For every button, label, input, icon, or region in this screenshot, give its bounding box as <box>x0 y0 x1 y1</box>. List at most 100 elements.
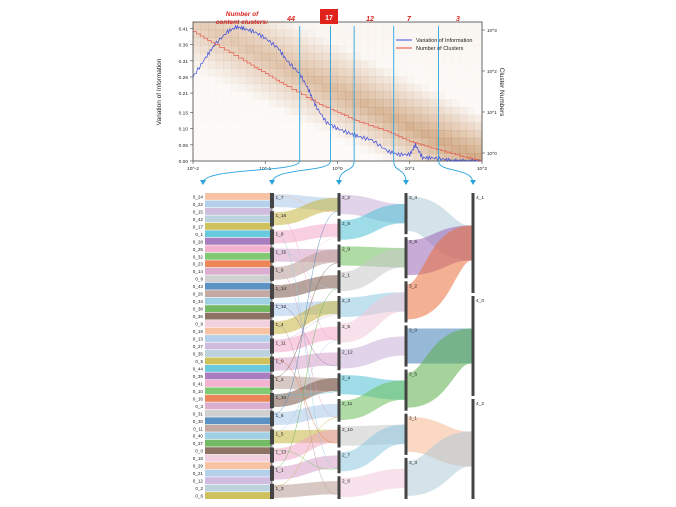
heat-cell <box>337 83 346 92</box>
heat-cell <box>338 153 346 161</box>
heat-cell <box>398 99 407 108</box>
heat-cell <box>329 99 338 108</box>
sankey-node <box>205 320 271 328</box>
heat-cell <box>193 37 201 46</box>
heat-cell <box>215 22 224 31</box>
heat-cell <box>459 52 468 61</box>
sankey-node-label: 4_0 <box>476 298 484 304</box>
heat-cell <box>253 91 262 100</box>
heat-cell <box>459 22 468 31</box>
y2-axis-ticks: 10^0 10^1 10^2 10^3 <box>482 28 497 156</box>
heat-cell <box>299 122 307 130</box>
heat-cell <box>451 91 460 100</box>
sankey-node <box>205 245 271 253</box>
heat-cell <box>254 107 262 115</box>
heat-cell <box>398 145 407 154</box>
heat-cell <box>269 37 277 46</box>
heat-cell <box>269 52 277 61</box>
heat-cell <box>291 83 300 92</box>
heat-cell <box>474 37 483 46</box>
heat-cell <box>367 45 376 54</box>
heat-cell <box>451 76 460 85</box>
heat-cell <box>398 45 407 54</box>
heat-cell <box>428 29 437 38</box>
heat-cell <box>345 60 354 69</box>
heat-cell <box>459 91 468 100</box>
heat-cell <box>253 45 262 54</box>
sankey-node <box>205 222 271 230</box>
heat-cell <box>405 122 414 131</box>
heat-cell <box>253 52 262 61</box>
heat-cell <box>261 22 270 31</box>
heat-cell <box>322 153 330 161</box>
heat-cell <box>451 114 460 123</box>
sankey-node-bar <box>271 387 273 395</box>
heat-cell <box>436 106 445 115</box>
sankey-node <box>205 372 271 380</box>
sankey-node-bar <box>471 296 475 396</box>
sankey-node-bar <box>270 302 274 318</box>
heat-cell <box>375 91 384 100</box>
heat-cell <box>201 122 209 130</box>
cut-arrow <box>438 160 474 184</box>
sankey-node-label: 0_44 <box>193 366 204 371</box>
heat-cell <box>238 76 247 85</box>
sankey-node <box>205 394 271 402</box>
heat-cell <box>208 60 217 69</box>
x-tick-label: 10^2 <box>477 166 488 172</box>
heat-cell <box>322 99 331 108</box>
heat-cell <box>405 83 414 92</box>
sankey-node <box>205 454 271 462</box>
heat-cell <box>451 68 460 77</box>
heat-cell <box>360 114 369 123</box>
heat-cell <box>254 122 262 130</box>
sankey-node-label: 0_16 <box>193 396 204 401</box>
heat-cell <box>216 99 224 107</box>
cut-arrow-head <box>336 180 342 185</box>
sankey-node-label: 1_15 <box>276 250 287 256</box>
heat-cell <box>383 91 392 100</box>
heat-cell <box>322 91 331 100</box>
heat-cell <box>367 60 376 69</box>
heat-cell <box>269 29 277 38</box>
heat-cell <box>215 68 224 77</box>
heat-cell <box>329 29 338 38</box>
sankey-node <box>205 364 271 372</box>
heat-cell <box>443 130 452 139</box>
heat-cell <box>269 22 277 31</box>
heat-cell <box>215 83 224 92</box>
heat-cell <box>276 76 285 85</box>
heat-cell <box>428 91 437 100</box>
heat-cell <box>352 37 361 46</box>
heat-cell <box>277 122 285 130</box>
heat-cell <box>428 45 437 54</box>
sankey-node-label: 0_8 <box>195 277 203 282</box>
sankey-node-label: 3_0 <box>409 327 417 333</box>
heat-cell <box>466 60 475 69</box>
heat-cell <box>246 22 255 31</box>
heat-cell <box>436 153 445 162</box>
heat-cell <box>421 22 430 31</box>
heat-cell <box>345 146 353 154</box>
sankey-node-label: 0_30 <box>193 419 204 424</box>
heat-cell <box>383 22 392 31</box>
heat-cell <box>413 106 422 115</box>
heat-cell <box>443 68 452 77</box>
heat-cell <box>208 146 216 154</box>
sankey-link <box>273 429 338 462</box>
heat-cell <box>299 146 307 154</box>
heat-cell <box>291 68 300 77</box>
heat-cell <box>238 37 247 46</box>
heat-cell <box>261 153 269 161</box>
heat-cell <box>223 122 231 130</box>
heat-cell <box>200 29 209 38</box>
heat-cell <box>398 22 407 31</box>
heat-cell <box>352 106 361 115</box>
heat-cell <box>322 29 331 38</box>
heat-cell <box>193 122 201 130</box>
sankey-link <box>273 249 338 280</box>
heat-cell <box>375 29 384 38</box>
heat-cell <box>269 91 277 100</box>
heat-cell <box>474 29 483 38</box>
heat-cell <box>208 130 216 138</box>
